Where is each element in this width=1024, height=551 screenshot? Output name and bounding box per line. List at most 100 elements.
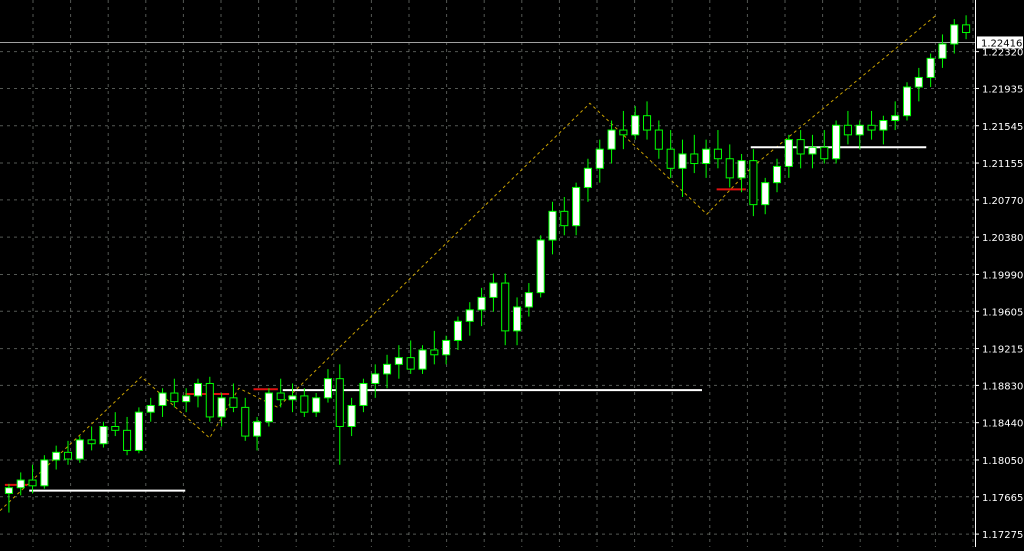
candle-body [52, 451, 61, 461]
candle-body [820, 146, 829, 160]
candle-body [170, 392, 179, 403]
candle-body [312, 397, 321, 413]
price-tick-label: 1.20380 [982, 233, 1023, 244]
candle-body [690, 153, 699, 165]
candle-body [867, 124, 876, 131]
candle-body [465, 309, 474, 322]
candle-body [654, 129, 663, 150]
candle-body [276, 392, 285, 401]
candle-body [560, 210, 569, 227]
candle-body [772, 165, 782, 184]
candle-body [902, 86, 912, 117]
price-axis: 1.227101.223201.219351.215451.211551.207… [975, 0, 1023, 547]
candle-body [300, 395, 309, 413]
price-tick-label: 1.19605 [982, 307, 1023, 318]
candle-body [182, 395, 191, 403]
candle-body [264, 392, 273, 423]
candle-body [914, 76, 923, 88]
candle-body [572, 186, 581, 227]
candle-body [962, 24, 971, 34]
candle-body [855, 124, 864, 136]
candle-body [536, 239, 545, 294]
price-tick-label: 1.22320 [982, 48, 1023, 59]
candle-body [134, 411, 143, 451]
candle-body [879, 119, 888, 131]
price-tick-label: 1.18440 [982, 419, 1023, 430]
candle-body [453, 320, 463, 341]
candle-body [477, 296, 486, 311]
candle-body [583, 167, 592, 188]
grid-lines [0, 0, 975, 547]
zigzag-polyline [0, 14, 937, 512]
candle-body [737, 160, 746, 179]
candle-body [548, 210, 557, 241]
price-tick-label: 1.21545 [982, 122, 1023, 133]
candle-body [702, 148, 711, 165]
candle-body [713, 148, 722, 160]
candle-body [678, 153, 687, 169]
candle-body [63, 451, 73, 460]
candle-body [843, 124, 852, 136]
candle-body [253, 421, 262, 437]
candle-body [406, 357, 415, 370]
candle-body [335, 378, 344, 428]
candle-body [193, 382, 203, 397]
price-tick-label: 1.20770 [982, 196, 1023, 207]
price-tick-label: 1.21935 [982, 84, 1023, 95]
candle-body [28, 479, 37, 487]
candle-body [394, 357, 403, 365]
price-tick-label: 1.18830 [982, 381, 1023, 392]
candle-body [40, 459, 49, 487]
candle-body [749, 160, 758, 206]
candle-body [631, 115, 640, 136]
candle-body [666, 148, 675, 169]
candle-body [123, 429, 132, 451]
candle-body [796, 139, 805, 155]
candle-body [430, 349, 439, 356]
candle-body [595, 148, 604, 169]
candle-body [442, 339, 451, 356]
candle-body [619, 129, 628, 136]
candle-body [761, 182, 770, 206]
candle-body [323, 378, 333, 399]
candle-body [725, 158, 734, 179]
candle-body [808, 146, 817, 155]
candle-body [217, 397, 226, 418]
candle-body [784, 139, 793, 167]
candle-body [418, 349, 427, 370]
candle-body [205, 382, 214, 418]
candle-body [359, 382, 368, 406]
candles [4, 15, 971, 513]
candle-body [950, 24, 959, 45]
candle-body [938, 43, 947, 59]
candle-body [926, 57, 935, 78]
candle-body [489, 282, 498, 298]
price-tick-label: 1.17665 [982, 493, 1023, 504]
price-tick-label: 1.19990 [982, 270, 1023, 281]
candle-body [347, 404, 356, 428]
candle-body [524, 292, 533, 308]
candle-body [832, 124, 841, 160]
candle-body [158, 392, 167, 406]
candle-body [371, 373, 380, 384]
candle-body [16, 479, 25, 489]
candle-body [111, 426, 120, 431]
price-tick-label: 1.21155 [982, 159, 1023, 170]
candle-body [288, 395, 297, 401]
candle-body [229, 397, 238, 408]
candle-body [4, 487, 13, 494]
candle-body [642, 115, 652, 131]
candle-body [99, 426, 108, 445]
candle-body [512, 306, 522, 332]
price-tick-label: 1.17275 [982, 530, 1023, 541]
candle-body [241, 406, 250, 437]
candle-body [146, 404, 155, 413]
candle-body [75, 439, 84, 460]
price-tick-label: 1.18050 [982, 456, 1023, 467]
candle-body [607, 129, 616, 150]
candle-body [891, 115, 900, 121]
candle-body [501, 282, 510, 332]
